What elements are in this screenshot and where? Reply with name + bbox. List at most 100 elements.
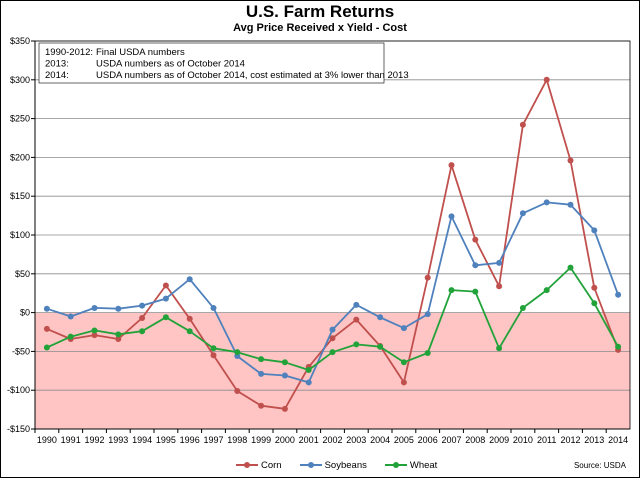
data-point-corn [115,335,122,342]
data-point-wheat [91,327,98,334]
chart-subtitle: Avg Price Received x Yield - Cost [233,22,407,34]
data-point-soybeans [567,201,574,208]
data-point-wheat [115,331,122,338]
data-point-wheat [543,287,550,294]
data-point-corn [567,157,574,164]
data-point-corn [91,332,98,339]
x-tick-label: 2009 [489,435,509,445]
data-point-wheat [67,333,74,340]
note-label: 2014: [45,70,69,81]
data-point-corn [424,274,431,281]
note-text: Final USDA numbers [96,47,185,58]
x-tick-label: 1997 [203,435,223,445]
data-point-corn [591,284,598,291]
data-point-wheat [305,367,312,374]
x-tick-label: 1990 [37,435,57,445]
data-point-soybeans [543,199,550,206]
x-tick-label: 2003 [346,435,366,445]
data-point-wheat [377,343,384,350]
data-point-wheat [496,345,503,352]
data-point-wheat [210,345,217,352]
data-point-soybeans [162,295,169,302]
x-tick-label: 1999 [251,435,271,445]
x-tick-label: 2011 [537,435,556,445]
x-tick-label: 1993 [108,435,128,445]
x-tick-label: 2012 [560,435,580,445]
x-tick-label: 1992 [84,435,104,445]
legend-label: Wheat [409,459,438,471]
data-point-wheat [519,304,526,311]
data-point-corn [186,315,193,322]
data-point-soybeans [91,304,98,311]
note-text: USDA numbers as of October 2014, cost es… [96,70,409,81]
y-tick-label: $250 [10,114,30,124]
data-point-wheat [615,343,622,350]
data-point-soybeans [496,259,503,266]
y-tick-label: -$50 [12,346,30,356]
data-point-soybeans [43,305,50,312]
x-tick-label: 2006 [418,435,438,445]
data-point-wheat [567,264,574,271]
data-point-soybeans [186,276,193,283]
data-point-soybeans [210,304,217,311]
y-tick-label: $0 [20,308,30,318]
note-label: 2013: [45,59,69,70]
data-point-wheat [162,314,169,321]
source-note: Source: USDA [573,461,626,470]
legend-item-corn: Corn [236,460,282,471]
data-point-corn [353,316,360,323]
legend-item-soybeans: Soybeans [299,460,367,471]
data-point-soybeans [329,326,336,333]
data-point-corn [448,162,455,169]
x-tick-label: 1996 [180,435,200,445]
data-point-wheat [353,341,360,348]
data-point-soybeans [400,325,407,332]
legend-swatch [384,460,407,470]
data-point-soybeans [472,262,479,269]
data-point-wheat [258,356,265,363]
data-point-wheat [448,287,455,294]
notes-box [38,42,385,84]
x-tick-label: 2000 [275,435,295,445]
y-tick-label: $100 [10,230,30,240]
x-tick-label: 2010 [513,435,533,445]
x-tick-label: 2004 [370,435,390,445]
data-point-corn [210,352,217,359]
x-tick-label: 2002 [322,435,342,445]
data-point-soybeans [281,372,288,379]
data-point-wheat [424,349,431,356]
x-tick-label: 2008 [465,435,485,445]
data-point-wheat [591,300,598,307]
data-point-soybeans [615,291,622,298]
note-label: 1990-2012: [45,47,93,58]
data-point-corn [519,121,526,128]
x-tick-label: 2014 [608,435,628,445]
data-point-wheat [186,328,193,335]
x-tick-label: 2013 [584,435,604,445]
data-point-wheat [400,359,407,366]
x-tick-label: 2005 [394,435,414,445]
x-tick-label: 1991 [61,435,81,445]
y-tick-label: $50 [15,269,30,279]
y-tick-label: -$150 [7,424,30,434]
data-point-corn [496,283,503,290]
legend-label: Corn [261,459,282,471]
legend-item-wheat: Wheat [384,459,438,471]
y-tick-label: $200 [10,152,30,162]
data-point-soybeans [519,210,526,217]
x-tick-label: 2007 [441,435,461,445]
y-tick-label: $300 [10,75,30,85]
data-point-wheat [281,359,288,366]
data-point-soybeans [591,227,598,234]
x-tick-label: 2001 [299,435,319,445]
x-tick-label: 1995 [156,435,176,445]
data-point-soybeans [424,311,431,318]
data-point-corn [162,282,169,289]
data-point-wheat [234,349,241,356]
data-point-soybeans [353,301,360,308]
data-point-wheat [472,288,479,295]
plot-border [34,40,631,430]
data-point-soybeans [67,313,74,320]
data-point-corn [329,335,336,342]
